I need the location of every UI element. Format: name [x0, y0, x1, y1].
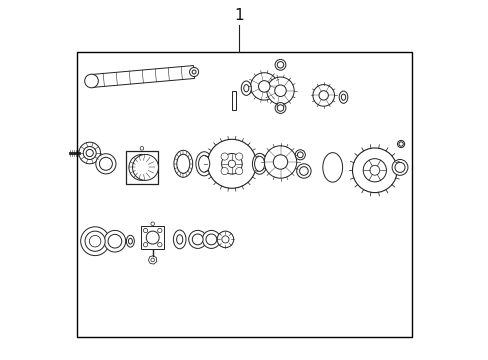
Circle shape	[258, 81, 269, 92]
Circle shape	[222, 236, 228, 243]
Circle shape	[134, 160, 149, 175]
Ellipse shape	[196, 152, 212, 176]
Circle shape	[85, 231, 105, 251]
Ellipse shape	[174, 150, 192, 177]
Circle shape	[312, 85, 334, 106]
Circle shape	[207, 139, 256, 188]
Circle shape	[143, 228, 147, 233]
Text: 1: 1	[234, 8, 244, 23]
Circle shape	[89, 235, 101, 247]
Circle shape	[318, 91, 328, 100]
Circle shape	[352, 148, 396, 193]
Circle shape	[264, 146, 296, 178]
Circle shape	[84, 74, 98, 88]
Ellipse shape	[241, 81, 251, 95]
Ellipse shape	[173, 230, 185, 249]
Circle shape	[235, 167, 242, 175]
Circle shape	[96, 154, 116, 174]
Circle shape	[398, 142, 403, 146]
Circle shape	[205, 234, 216, 245]
Circle shape	[140, 147, 143, 150]
Ellipse shape	[198, 156, 209, 172]
Circle shape	[221, 153, 228, 160]
Circle shape	[274, 85, 285, 96]
Circle shape	[295, 150, 305, 160]
Circle shape	[192, 234, 203, 245]
Circle shape	[143, 243, 147, 247]
Bar	[231, 91, 235, 110]
Circle shape	[189, 67, 198, 77]
Circle shape	[99, 157, 112, 170]
Circle shape	[250, 73, 277, 100]
Circle shape	[275, 59, 285, 70]
Polygon shape	[91, 66, 194, 87]
Circle shape	[273, 155, 287, 169]
Circle shape	[277, 105, 283, 111]
Polygon shape	[148, 256, 156, 264]
Circle shape	[188, 230, 206, 248]
Circle shape	[221, 153, 242, 174]
Circle shape	[104, 230, 125, 252]
Circle shape	[235, 153, 242, 160]
Bar	[141, 226, 164, 249]
Ellipse shape	[177, 154, 189, 174]
Circle shape	[146, 231, 159, 244]
Ellipse shape	[176, 235, 183, 244]
Circle shape	[397, 140, 404, 148]
Ellipse shape	[252, 153, 266, 174]
Ellipse shape	[244, 85, 248, 92]
Circle shape	[217, 231, 233, 248]
Circle shape	[192, 70, 196, 74]
Circle shape	[108, 234, 122, 248]
Ellipse shape	[322, 153, 342, 182]
Circle shape	[157, 243, 162, 247]
Circle shape	[228, 160, 235, 167]
Circle shape	[157, 228, 162, 233]
Circle shape	[277, 62, 283, 68]
Circle shape	[363, 159, 386, 182]
Circle shape	[81, 227, 109, 256]
Ellipse shape	[339, 91, 347, 103]
Bar	[77, 52, 411, 337]
Ellipse shape	[126, 235, 134, 247]
Circle shape	[391, 159, 407, 175]
Circle shape	[394, 162, 404, 172]
Circle shape	[202, 230, 220, 248]
Circle shape	[275, 103, 285, 113]
Circle shape	[297, 152, 303, 158]
Circle shape	[86, 149, 93, 157]
Circle shape	[151, 222, 154, 225]
Bar	[125, 151, 158, 184]
Circle shape	[221, 167, 228, 175]
Circle shape	[129, 154, 155, 180]
Ellipse shape	[341, 94, 345, 100]
Circle shape	[296, 164, 310, 178]
Circle shape	[79, 142, 101, 164]
Ellipse shape	[254, 156, 264, 171]
Circle shape	[83, 147, 96, 159]
Circle shape	[266, 77, 294, 104]
Circle shape	[151, 258, 154, 262]
Ellipse shape	[128, 238, 132, 244]
Circle shape	[132, 154, 158, 180]
Circle shape	[299, 167, 307, 175]
Circle shape	[369, 165, 379, 175]
